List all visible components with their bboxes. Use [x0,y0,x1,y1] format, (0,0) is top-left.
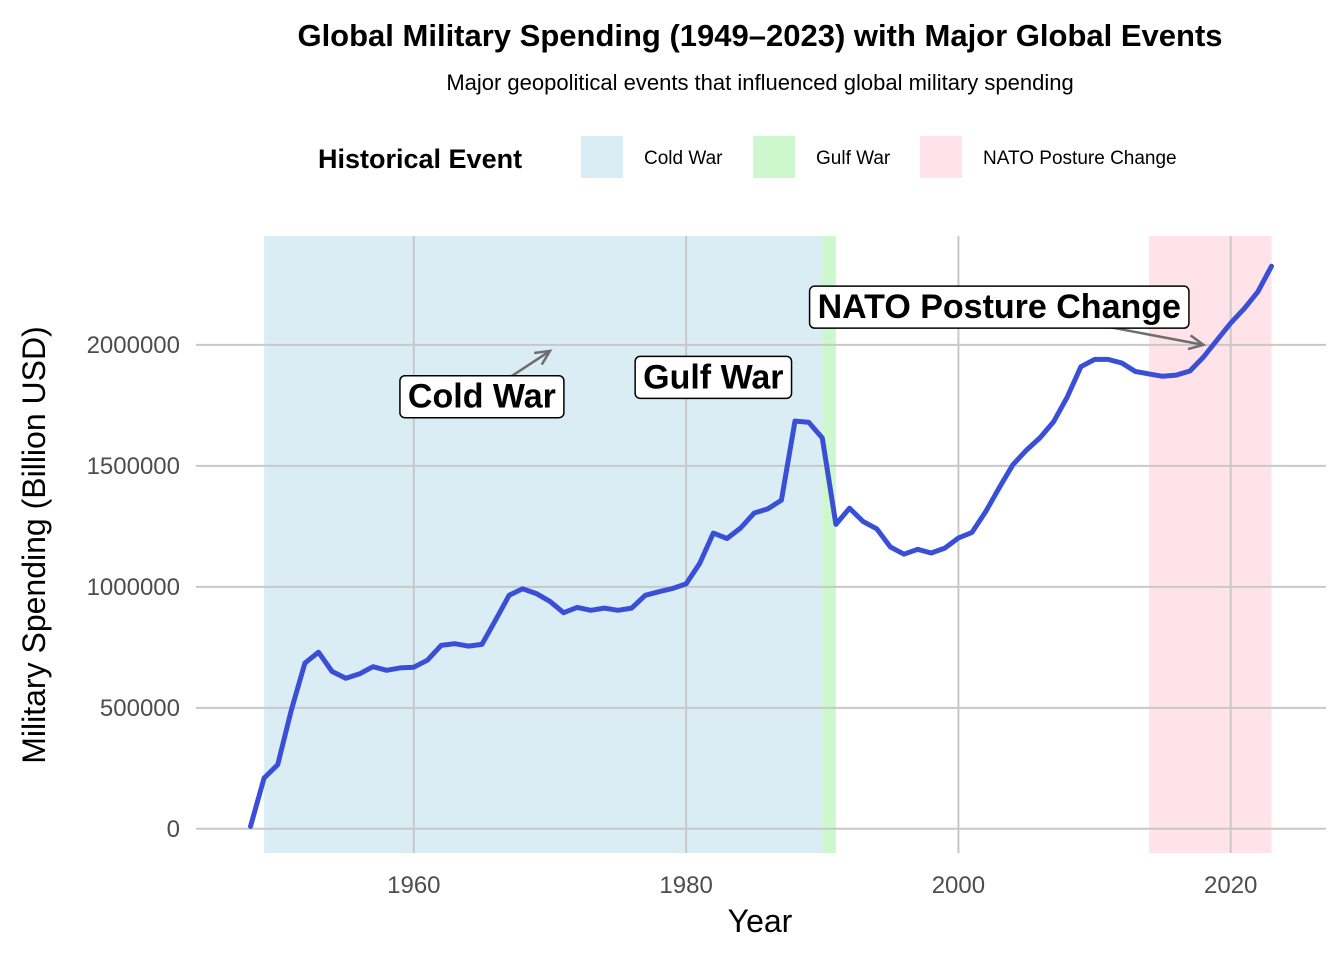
event-band-cold-war [264,236,823,853]
legend-label-nato-posture-change: NATO Posture Change [983,148,1177,169]
annotation-box [808,285,1190,329]
annotation-label: Gulf War [643,358,783,396]
series-line-layer [248,263,1274,829]
annotation-arrowhead [1187,334,1207,351]
y-tick-label: 2000000 [87,332,180,359]
annotation-cold-war: Cold War [399,349,565,419]
legend: Historical Event Cold War Gulf War NATO … [318,136,1177,178]
grid-lines [196,236,1326,853]
y-tick-label: 1000000 [87,574,180,601]
y-axis-title: Military Spending (Billion USD) [16,326,52,763]
y-axis-ticks: 0 500000 1000000 1500000 2000000 [87,332,180,843]
chart-subtitle: Major geopolitical events that influence… [446,70,1073,95]
annotations: Cold War Gulf War NATO Posture Change [399,285,1207,419]
x-tick-label: 2020 [1204,872,1257,899]
legend-swatch-cold-war [581,136,623,178]
x-tick-label: 1960 [387,872,440,899]
series-line [248,263,1274,829]
annotation-box [634,355,793,400]
annotation-box [399,374,565,419]
legend-swatch-nato-posture-change [920,136,962,178]
x-axis-ticks: 1960 1980 2000 2020 [387,872,1257,899]
y-tick-label: 1500000 [87,453,180,480]
y-tick-label: 500000 [100,695,180,722]
event-bands [264,236,1272,853]
chart-title: Global Military Spending (1949–2023) wit… [297,18,1222,53]
legend-swatch-gulf-war [753,136,795,178]
y-tick-label: 0 [167,816,180,843]
x-tick-label: 2000 [932,872,985,899]
event-band-gulf-war [822,236,836,853]
x-axis-title: Year [728,903,793,939]
annotation-label: Cold War [408,378,556,416]
annotation-gulf-war: Gulf War [634,355,793,400]
annotation-nato-posture-change: NATO Posture Change [808,285,1207,351]
legend-label-gulf-war: Gulf War [816,148,891,169]
annotation-arrowhead [533,349,553,366]
x-tick-label: 1980 [659,872,712,899]
legend-label-cold-war: Cold War [644,148,723,169]
legend-title: Historical Event [318,144,522,174]
annotation-label: NATO Posture Change [818,288,1181,326]
